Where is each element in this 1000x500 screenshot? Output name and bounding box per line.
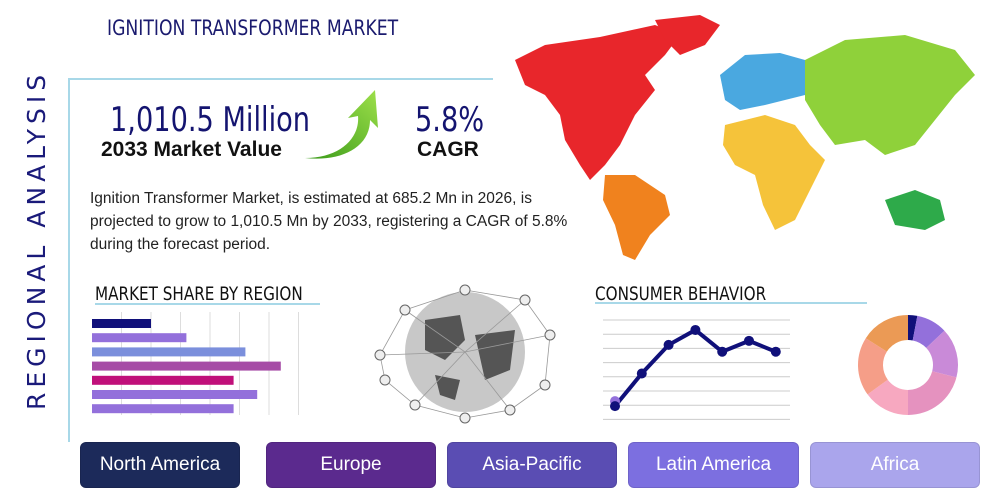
map-europe <box>720 53 815 110</box>
page-title: IGNITION TRANSFORMER MARKET <box>107 16 399 40</box>
donut-slice <box>908 371 957 415</box>
bar <box>92 375 234 385</box>
consumer-behavior-title: CONSUMER BEHAVIOR <box>595 283 767 305</box>
donut-slice <box>912 315 945 348</box>
market-share-title: MARKET SHARE BY REGION <box>95 283 303 305</box>
bar <box>92 361 281 371</box>
bar <box>92 347 246 357</box>
line-point <box>717 346 728 357</box>
cagr-value: 5.8% <box>415 100 485 140</box>
region-button-north-america[interactable]: North America <box>80 442 240 488</box>
region-label: North America <box>99 454 221 475</box>
map-asia <box>805 35 975 155</box>
cagr-label: CAGR <box>417 138 479 161</box>
bar <box>92 319 151 328</box>
donut-slice <box>908 315 918 341</box>
section-underline <box>595 302 867 304</box>
region-label: Europe <box>320 454 382 475</box>
line-point <box>690 324 701 335</box>
donut-slice <box>865 315 908 352</box>
bar <box>92 404 234 414</box>
donut-slice <box>858 338 888 395</box>
region-button-asia-pacific[interactable]: Asia-Pacific <box>447 442 617 488</box>
frame-divider <box>68 78 70 442</box>
market-value-label: 2033 Market Value <box>101 138 282 161</box>
bar <box>92 333 187 343</box>
donut-slice <box>867 379 908 415</box>
world-map <box>515 15 975 260</box>
line-point <box>663 339 674 350</box>
bar <box>92 390 258 399</box>
market-value: 1,010.5 Million <box>110 100 311 140</box>
map-south-america <box>603 175 670 260</box>
market-share-bar-chart <box>92 312 299 415</box>
region-label: Asia-Pacific <box>482 454 582 475</box>
region-button-europe[interactable]: Europe <box>266 442 436 488</box>
description: Ignition Transformer Market, is estimate… <box>90 190 568 253</box>
side-label: REGIONAL ANALYSIS <box>22 69 51 410</box>
line-point <box>610 401 620 412</box>
region-button-latin-america[interactable]: Latin America <box>628 442 799 488</box>
line-point <box>744 335 754 346</box>
consumer-donut-chart <box>858 315 958 415</box>
map-north-america <box>515 25 680 180</box>
region-label: Latin America <box>655 454 772 475</box>
map-greenland <box>655 15 720 55</box>
section-underline <box>95 303 320 305</box>
region-button-africa[interactable]: Africa <box>810 442 980 488</box>
network-globe-icon <box>374 284 556 424</box>
region-label: Africa <box>870 454 920 475</box>
map-africa <box>723 115 825 230</box>
line-point <box>770 346 781 357</box>
donut-slice <box>926 330 958 378</box>
map-oceania <box>885 190 945 230</box>
consumer-line-chart <box>603 319 790 420</box>
line-point <box>636 368 647 379</box>
growth-arrow-icon <box>305 90 378 159</box>
frame-divider <box>68 78 493 80</box>
